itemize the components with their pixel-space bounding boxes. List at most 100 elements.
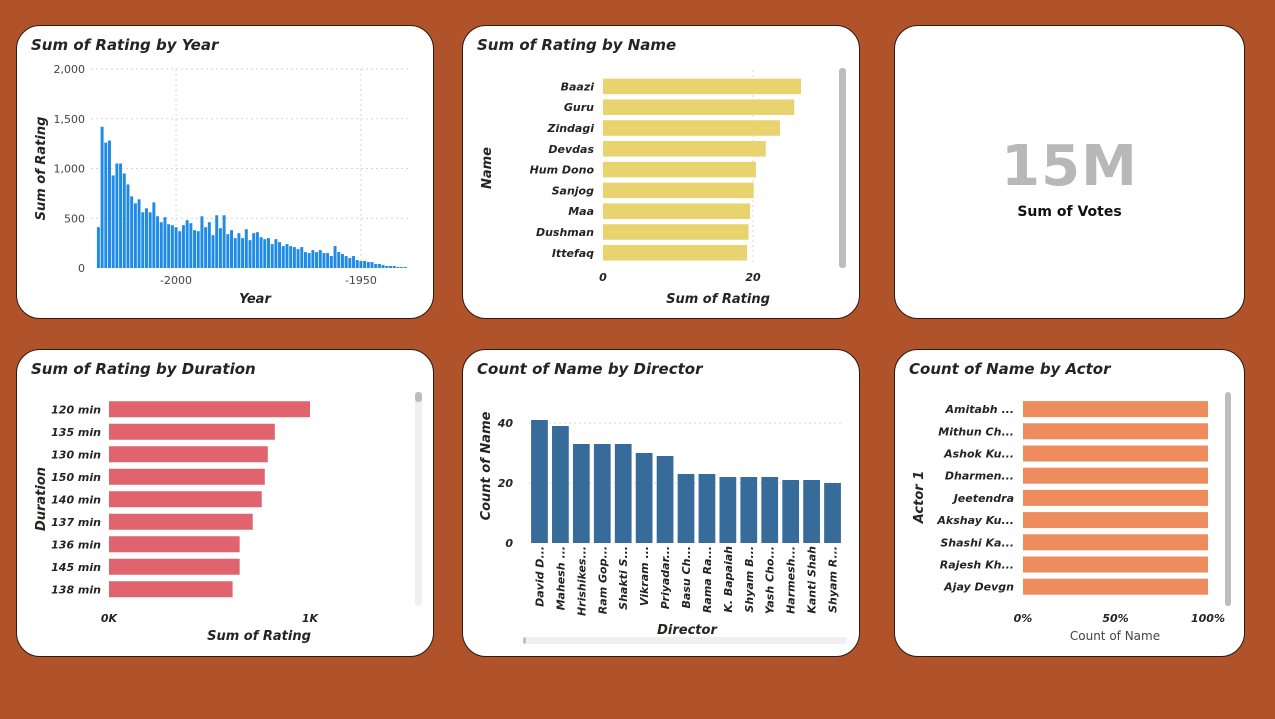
bar-year-1972[interactable] xyxy=(278,242,282,268)
bar-year-2003[interactable] xyxy=(163,217,167,268)
bar-director[interactable] xyxy=(719,477,737,543)
bar-year-2013[interactable] xyxy=(126,184,130,268)
scrollbar-track[interactable] xyxy=(415,392,422,606)
bar-name[interactable] xyxy=(603,245,747,261)
name-by-actor-chart[interactable]: Amitabh ... Mithun Ch... Ashok Ku... Dharme… xyxy=(895,350,1244,656)
bar-year-1959[interactable] xyxy=(326,253,330,268)
rating-by-name-card[interactable]: Sum of Rating by Name 0 20 Baazi Guru Zindag… xyxy=(462,25,860,319)
bar-year-1960[interactable] xyxy=(322,253,326,268)
bar-year-1948[interactable] xyxy=(366,262,370,268)
bar-year-1940[interactable] xyxy=(396,267,400,268)
bar-year-2009[interactable] xyxy=(141,212,145,268)
bar-director[interactable] xyxy=(635,453,653,543)
bar-actor[interactable] xyxy=(1023,534,1208,551)
bar-year-2019[interactable] xyxy=(104,142,108,268)
bar-year-1956[interactable] xyxy=(337,252,341,268)
bar-year-1963[interactable] xyxy=(311,250,315,268)
rating-by-name-chart[interactable]: 0 20 Baazi Guru Zindagi Devdas Hum Dono Sanjog M… xyxy=(463,26,859,318)
bar-year-1945[interactable] xyxy=(377,264,381,268)
bar-year-1951[interactable] xyxy=(355,260,359,268)
bar-year-2011[interactable] xyxy=(133,203,137,268)
bar-year-1962[interactable] xyxy=(315,252,319,268)
bar-director[interactable] xyxy=(761,477,779,543)
bar-year-1965[interactable] xyxy=(303,252,307,268)
bar-year-1992[interactable] xyxy=(204,227,208,268)
bar-actor[interactable] xyxy=(1023,467,1208,484)
bar-name[interactable] xyxy=(603,120,780,136)
bar-duration[interactable] xyxy=(109,558,240,575)
bar-director[interactable] xyxy=(698,474,716,543)
bar-director[interactable] xyxy=(677,474,695,543)
bar-year-1988[interactable] xyxy=(218,228,222,268)
bar-year-1999[interactable] xyxy=(178,231,182,268)
bar-year-1968[interactable] xyxy=(292,247,296,268)
scrollbar-track[interactable] xyxy=(523,637,847,644)
bar-director[interactable] xyxy=(740,477,758,543)
bar-actor[interactable] xyxy=(1023,423,1208,440)
bar-year-1990[interactable] xyxy=(211,235,215,268)
rating-by-duration-card[interactable]: Sum of Rating by Duration 120 min 135 min… xyxy=(16,349,434,657)
scrollbar-thumb[interactable] xyxy=(415,392,422,402)
scrollbar-thumb[interactable] xyxy=(1225,392,1231,606)
bar-year-1971[interactable] xyxy=(281,246,285,268)
bar-year-2000[interactable] xyxy=(174,227,178,268)
bar-year-1969[interactable] xyxy=(289,246,293,268)
bar-duration[interactable] xyxy=(109,581,233,598)
bar-duration[interactable] xyxy=(109,468,265,485)
bar-year-1946[interactable] xyxy=(374,264,378,268)
bar-actor[interactable] xyxy=(1023,556,1208,573)
bar-year-1987[interactable] xyxy=(222,215,226,268)
bar-year-1993[interactable] xyxy=(200,216,204,268)
bar-year-1974[interactable] xyxy=(270,244,274,268)
bar-year-1977[interactable] xyxy=(259,237,263,268)
bar-year-2021[interactable] xyxy=(96,227,100,268)
bar-director[interactable] xyxy=(803,480,820,543)
bar-year-1991[interactable] xyxy=(207,222,211,268)
bar-actor[interactable] xyxy=(1023,578,1208,595)
bar-year-1973[interactable] xyxy=(274,239,278,268)
bar-duration[interactable] xyxy=(109,513,253,530)
bar-director[interactable] xyxy=(656,456,674,543)
bar-year-1950[interactable] xyxy=(359,261,363,268)
bar-year-1953[interactable] xyxy=(348,258,352,268)
bar-year-2001[interactable] xyxy=(170,225,174,268)
bar-duration[interactable] xyxy=(109,446,268,463)
bar-year-1985[interactable] xyxy=(230,230,233,268)
bar-year-1938[interactable] xyxy=(403,267,407,268)
name-by-director-chart[interactable]: 0 20 40 David D... Mahesh ... Hrishikes... Ram… xyxy=(463,350,859,656)
bar-year-1976[interactable] xyxy=(263,239,267,268)
bar-year-1947[interactable] xyxy=(370,262,374,268)
bar-actor[interactable] xyxy=(1023,512,1208,529)
bar-director[interactable] xyxy=(593,444,611,543)
bar-year-2010[interactable] xyxy=(137,199,141,268)
bar-year-1995[interactable] xyxy=(193,230,197,268)
bar-director[interactable] xyxy=(552,426,569,543)
name-by-actor-card[interactable]: Count of Name by Actor Amitabh ... Mithun… xyxy=(894,349,1245,657)
bar-year-1941[interactable] xyxy=(392,266,396,268)
bar-year-1955[interactable] xyxy=(340,254,344,268)
bar-year-1981[interactable] xyxy=(244,229,248,268)
bar-year-1984[interactable] xyxy=(233,238,237,268)
bar-director[interactable] xyxy=(572,444,590,543)
bar-year-2002[interactable] xyxy=(167,224,171,268)
bar-year-2006[interactable] xyxy=(152,202,156,268)
bar-director[interactable] xyxy=(614,444,632,543)
bar-director[interactable] xyxy=(824,483,841,543)
bar-year-1942[interactable] xyxy=(389,266,392,268)
bar-year-2018[interactable] xyxy=(108,140,111,268)
bar-year-1975[interactable] xyxy=(267,238,270,268)
bar-duration[interactable] xyxy=(109,491,262,508)
bar-year-1939[interactable] xyxy=(400,267,404,268)
bar-year-2008[interactable] xyxy=(144,208,148,268)
bar-actor[interactable] xyxy=(1023,445,1208,462)
votes-kpi-card[interactable]: 15M Sum of Votes xyxy=(894,25,1245,319)
bar-year-1954[interactable] xyxy=(344,256,348,268)
bar-year-2014[interactable] xyxy=(122,173,126,268)
bar-year-1979[interactable] xyxy=(252,233,256,268)
rating-by-duration-chart[interactable]: 120 min 135 min 130 min 150 min 140 min 137 m… xyxy=(17,350,433,656)
bar-year-2017[interactable] xyxy=(111,175,115,268)
bar-year-1943[interactable] xyxy=(385,266,389,268)
bar-year-1952[interactable] xyxy=(352,256,356,268)
bar-name[interactable] xyxy=(603,224,749,240)
